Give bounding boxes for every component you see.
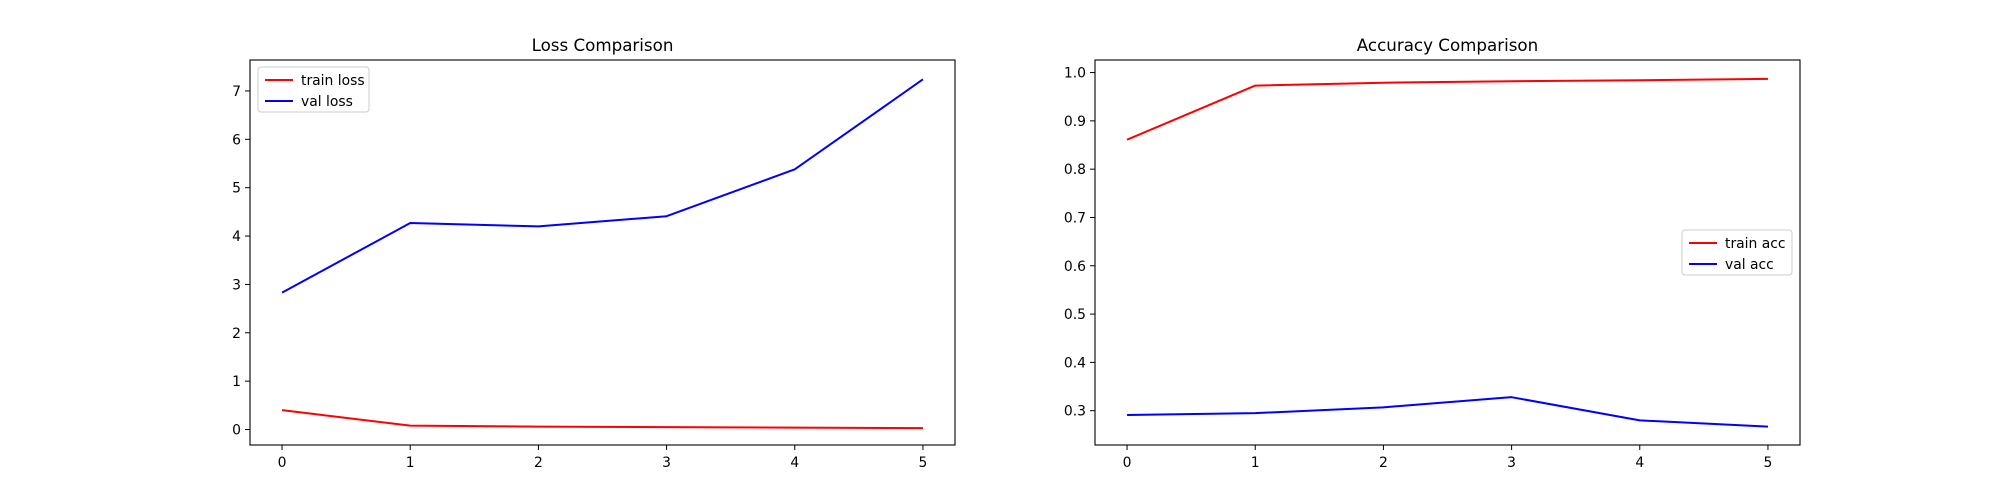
y-tick-label: 0.7 bbox=[1064, 210, 1086, 226]
x-tick-label: 5 bbox=[919, 455, 928, 471]
chart-2: 0 1 2 3 4 5 0.3 0.4 0.5 0.6 0.7 0.8 0.9 1.0 Accuracy C… bbox=[1064, 35, 1801, 471]
x-tick-label: 2 bbox=[534, 455, 543, 471]
legend: train loss val loss bbox=[257, 66, 370, 113]
series-line-val-acc bbox=[1127, 396, 1768, 428]
y-tick-label: 6 bbox=[232, 132, 241, 148]
legend-label-train-loss: train loss bbox=[301, 73, 365, 89]
y-tick-label: 0 bbox=[232, 423, 241, 439]
x-tick-label: 0 bbox=[278, 455, 287, 471]
legend-label-val-loss: val loss bbox=[301, 94, 353, 110]
legend: train acc val acc bbox=[1681, 229, 1793, 276]
x-tick-label: 1 bbox=[406, 455, 415, 471]
y-tick-label: 1 bbox=[232, 374, 241, 390]
x-tick-label: 4 bbox=[790, 455, 799, 471]
y-tick-label: 0.4 bbox=[1064, 355, 1086, 371]
y-tick-label: 0.5 bbox=[1064, 307, 1086, 323]
x-tick-label: 3 bbox=[662, 455, 671, 471]
chart-1: 0 1 2 3 4 5 0 1 2 3 4 5 6 7 Loss Comparison train loss v… bbox=[232, 35, 956, 471]
series-line-val-loss bbox=[281, 78, 924, 294]
series-line-train-loss bbox=[281, 409, 923, 430]
y-tick-label: 5 bbox=[232, 181, 241, 197]
x-tick-label: 0 bbox=[1123, 455, 1132, 471]
y-tick-label: 1.0 bbox=[1064, 66, 1086, 82]
y-tick-label: 7 bbox=[232, 84, 241, 100]
y-tick-label: 2 bbox=[232, 326, 241, 342]
x-tick-label: 4 bbox=[1635, 455, 1644, 471]
chart-title: Loss Comparison bbox=[532, 35, 674, 55]
y-tick-label: 0.9 bbox=[1064, 114, 1086, 130]
y-tick-label: 0.6 bbox=[1064, 259, 1086, 275]
plot-frame bbox=[1094, 59, 1801, 446]
x-tick-label: 5 bbox=[1764, 455, 1773, 471]
plot-frame bbox=[249, 59, 956, 446]
legend-label-train-acc: train acc bbox=[1725, 236, 1786, 252]
series-line-train-acc bbox=[1126, 77, 1768, 141]
legend-label-val-acc: val acc bbox=[1725, 257, 1774, 273]
x-tick-label: 2 bbox=[1379, 455, 1388, 471]
y-tick-label: 3 bbox=[232, 277, 241, 293]
y-tick-label: 0.8 bbox=[1064, 162, 1086, 178]
chart-title: Accuracy Comparison bbox=[1357, 35, 1538, 55]
y-tick-label: 4 bbox=[232, 229, 241, 245]
x-tick-label: 1 bbox=[1251, 455, 1260, 471]
y-tick-label: 0.3 bbox=[1064, 404, 1086, 420]
x-tick-label: 3 bbox=[1507, 455, 1516, 471]
